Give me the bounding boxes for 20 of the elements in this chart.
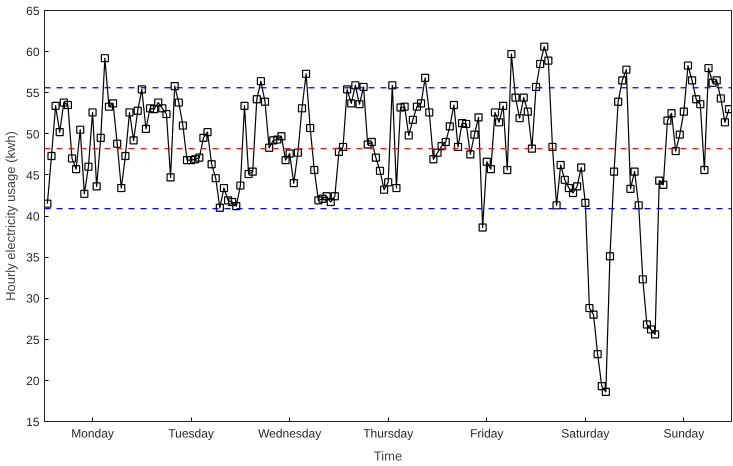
y-tick-label: 45 [26, 168, 40, 182]
x-tick-label: Saturday [561, 426, 610, 440]
y-tick-label: 50 [26, 127, 40, 142]
y-tick-label: 20 [26, 374, 40, 388]
y-tick-label: 15 [26, 415, 40, 429]
x-tick-label: Tuesday [168, 426, 214, 440]
x-tick-label: Wednesday [258, 426, 322, 440]
x-axis-title: Time [374, 448, 402, 464]
x-tick-label: Friday [470, 426, 504, 440]
x-tick-label: Monday [71, 426, 114, 440]
x-tick-label: Thursday [363, 426, 414, 440]
y-tick-label: 65 [26, 4, 40, 18]
y-tick-label: 30 [26, 292, 40, 306]
y-axis-title: Hourly electricity usage (kwh) [3, 131, 18, 301]
x-tick-label: Sunday [664, 426, 704, 440]
y-tick-label: 35 [26, 250, 40, 265]
y-tick-label: 55 [26, 86, 40, 100]
y-tick-label: 60 [26, 45, 40, 60]
y-tick-label: 40 [26, 210, 40, 224]
y-tick-label: 25 [26, 332, 40, 347]
